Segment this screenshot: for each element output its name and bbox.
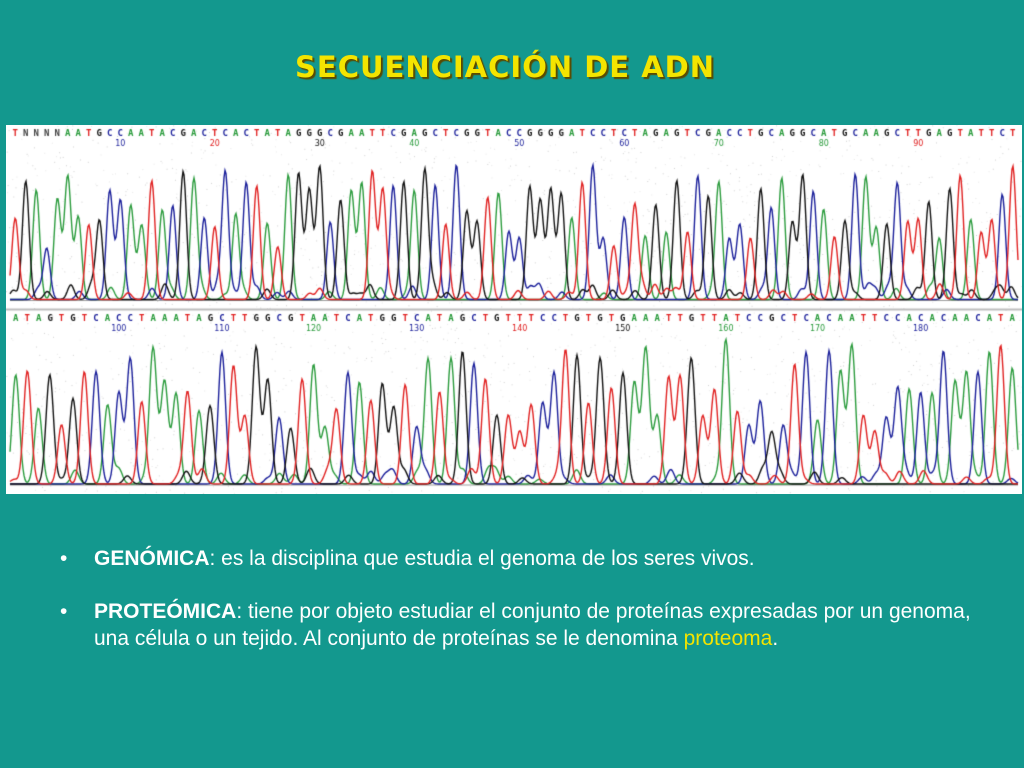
definition-proteomica: : tiene por objeto estudiar el conjunto …: [94, 600, 971, 650]
term-proteoma: proteoma: [683, 627, 773, 650]
definition-genomica: : es la disciplina que estudia el genoma…: [209, 547, 755, 570]
term-genomica: GENÓMICA: [94, 547, 210, 570]
bullet-marker: •: [60, 547, 68, 570]
bullet-list: • GENÓMICA: es la disciplina que estudia…: [60, 545, 990, 678]
term-proteomica: PROTEÓMICA: [94, 600, 237, 623]
slide-title: SECUENCIACIÓN DE ADN: [295, 50, 715, 84]
bullet-genomica: • GENÓMICA: es la disciplina que estudia…: [60, 545, 990, 572]
definition-end: .: [772, 627, 779, 650]
bullet-marker: •: [60, 600, 68, 623]
dna-chromatogram: [6, 125, 1022, 494]
chromatogram-canvas: [6, 125, 1022, 494]
bullet-proteomica: • PROTEÓMICA: tiene por objeto estudiar …: [60, 598, 990, 652]
